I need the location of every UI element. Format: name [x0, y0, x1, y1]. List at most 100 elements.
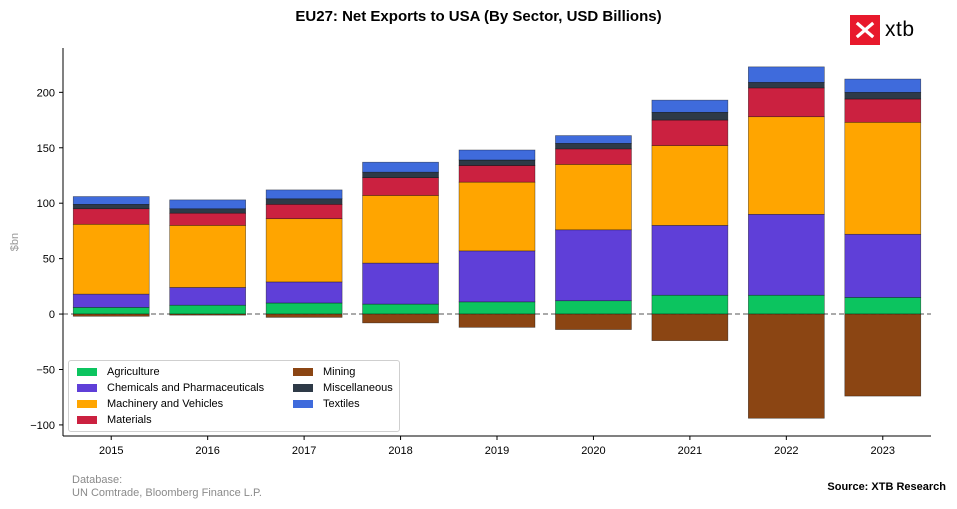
bar-mining-2015: [72, 313, 150, 317]
legend-label: Textiles: [323, 398, 360, 410]
bar-chemicals-and-pharmaceuticals-2017: [265, 281, 343, 304]
x-tick-label: 2023: [871, 445, 895, 457]
bar-mining-2016: [169, 313, 246, 316]
bar-chemicals-and-pharmaceuticals-2023: [844, 233, 922, 298]
bar-chemicals-and-pharmaceuticals-2018: [362, 262, 439, 305]
bar-textiles-2018: [362, 161, 439, 173]
y-tick-label: 150: [37, 143, 55, 155]
legend-label: Miscellaneous: [323, 382, 393, 394]
bar-textiles-2023: [844, 78, 922, 93]
legend-label: Materials: [107, 414, 152, 426]
bar-mining-2017: [265, 313, 343, 318]
bar-mining-2020: [555, 313, 632, 330]
bar-machinery-and-vehicles-2019: [458, 181, 536, 252]
legend-item-machinery: Machinery and Vehicles: [77, 398, 223, 410]
xtb-logo-mark-icon: [850, 15, 880, 45]
y-axis-label: $bn: [9, 233, 21, 251]
x-tick-label: 2017: [292, 445, 316, 457]
bar-textiles-2021: [651, 99, 729, 113]
y-tick-label: −50: [36, 364, 55, 376]
bar-textiles-2020: [555, 135, 632, 144]
bar-chemicals-and-pharmaceuticals-2020: [555, 229, 632, 302]
bar-miscellaneous-2015: [72, 204, 150, 210]
bar-machinery-and-vehicles-2022: [748, 116, 825, 215]
bar-textiles-2019: [458, 149, 536, 161]
database-label: Database:: [72, 474, 123, 486]
legend-swatch: [77, 416, 97, 424]
legend-swatch: [293, 400, 313, 408]
legend-swatch: [77, 400, 97, 408]
bar-machinery-and-vehicles-2020: [555, 164, 632, 231]
chart-title: EU27: Net Exports to USA (By Sector, USD…: [295, 8, 662, 25]
bar-chemicals-and-pharmaceuticals-2015: [72, 293, 150, 308]
source-note: Source: XTB Research: [827, 481, 946, 493]
bar-materials-2016: [169, 212, 246, 226]
bar-machinery-and-vehicles-2015: [72, 223, 150, 295]
bar-materials-2021: [651, 119, 729, 146]
bar-mining-2021: [651, 313, 729, 341]
legend-item-mining: Mining: [293, 366, 355, 378]
legend-swatch: [293, 384, 313, 392]
x-tick-label: 2020: [581, 445, 605, 457]
bar-materials-2015: [72, 208, 150, 225]
xtb-logo: xtb: [850, 15, 915, 45]
y-tick-label: 50: [43, 254, 55, 266]
bar-miscellaneous-2023: [844, 92, 922, 100]
legend-label: Agriculture: [107, 366, 160, 378]
legend-item-textiles: Textiles: [293, 398, 360, 410]
bar-agriculture-2017: [265, 302, 343, 315]
bar-agriculture-2015: [72, 307, 150, 315]
bar-miscellaneous-2020: [555, 143, 632, 150]
bar-miscellaneous-2022: [748, 82, 825, 89]
database-note: Database: UN Comtrade, Bloomberg Finance…: [72, 474, 262, 500]
legend-label: Chemicals and Pharmaceuticals: [107, 382, 265, 394]
bar-materials-2022: [748, 87, 825, 118]
brand-name: xtb: [885, 18, 915, 41]
legend: Agriculture Chemicals and Pharmaceutical…: [68, 360, 400, 432]
x-tick-label: 2018: [388, 445, 412, 457]
database-value: UN Comtrade, Bloomberg Finance L.P.: [72, 487, 262, 499]
bar-miscellaneous-2021: [651, 111, 729, 121]
y-tick-label: −100: [30, 420, 55, 432]
bar-machinery-and-vehicles-2021: [651, 145, 729, 226]
bar-agriculture-2018: [362, 303, 439, 315]
bar-miscellaneous-2018: [362, 171, 439, 179]
x-tick-label: 2016: [195, 445, 219, 457]
legend-swatch: [293, 368, 313, 376]
bar-chemicals-and-pharmaceuticals-2019: [458, 250, 536, 303]
legend-item-materials: Materials: [77, 414, 152, 426]
legend-label: Mining: [323, 366, 356, 378]
bar-materials-2020: [555, 148, 632, 165]
bar-agriculture-2019: [458, 301, 536, 315]
bar-textiles-2015: [72, 196, 150, 205]
bar-chemicals-and-pharmaceuticals-2022: [748, 213, 825, 296]
legend-item-chemicals: Chemicals and Pharmaceuticals: [77, 382, 264, 394]
bar-textiles-2017: [265, 189, 343, 200]
x-tick-label: 2021: [678, 445, 702, 457]
bar-agriculture-2022: [748, 294, 825, 315]
bar-machinery-and-vehicles-2018: [362, 195, 439, 264]
bar-materials-2018: [362, 177, 439, 196]
bar-machinery-and-vehicles-2016: [169, 225, 246, 288]
bar-materials-2023: [844, 98, 922, 123]
legend-item-miscellaneous: Miscellaneous: [293, 382, 393, 394]
bar-chemicals-and-pharmaceuticals-2021: [651, 225, 729, 296]
x-tick-label: 2015: [99, 445, 123, 457]
legend-item-agriculture: Agriculture: [77, 366, 160, 378]
legend-label: Machinery and Vehicles: [107, 398, 224, 410]
bar-mining-2023: [844, 313, 922, 397]
bar-mining-2018: [362, 313, 439, 324]
bar-textiles-2022: [748, 66, 825, 83]
x-tick-label: 2019: [485, 445, 509, 457]
legend-swatch: [77, 384, 97, 392]
x-tick-label: 2022: [774, 445, 798, 457]
bar-mining-2022: [748, 313, 825, 419]
bar-agriculture-2016: [169, 304, 246, 315]
bar-miscellaneous-2016: [169, 208, 246, 214]
bar-chemicals-and-pharmaceuticals-2016: [169, 287, 246, 306]
bar-materials-2019: [458, 165, 536, 183]
bar-textiles-2016: [169, 199, 246, 210]
bar-machinery-and-vehicles-2017: [265, 218, 343, 283]
legend-swatch: [77, 368, 97, 376]
